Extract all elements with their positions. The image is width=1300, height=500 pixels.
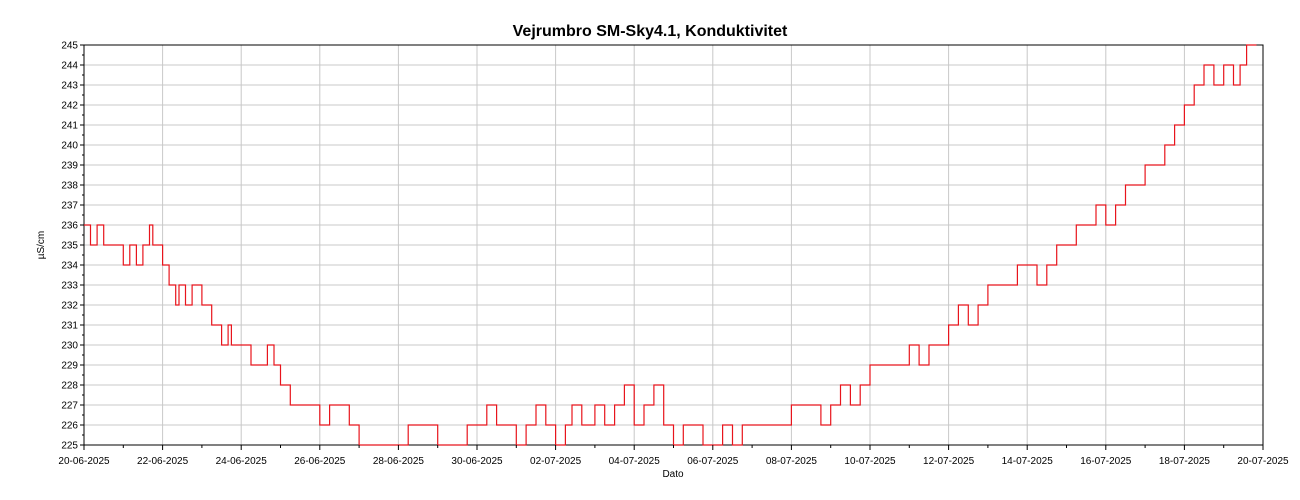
x-tick-label: 04-07-2025 bbox=[609, 456, 661, 467]
x-tick-label: 02-07-2025 bbox=[530, 456, 582, 467]
series-line-0 bbox=[84, 44, 1257, 446]
x-tick-label: 20-07-2025 bbox=[1237, 456, 1289, 467]
y-tick-label: 229 bbox=[61, 361, 78, 372]
y-tick-label: 231 bbox=[61, 321, 78, 332]
x-tick-label: 18-07-2025 bbox=[1159, 456, 1211, 467]
y-tick-label: 244 bbox=[61, 61, 78, 72]
x-tick-label: 10-07-2025 bbox=[844, 456, 896, 467]
series-layer bbox=[84, 44, 1257, 446]
x-tick-label: 28-06-2025 bbox=[373, 456, 425, 467]
y-tick-label: 242 bbox=[61, 101, 78, 112]
y-tick-label: 234 bbox=[61, 261, 78, 272]
y-tick-label: 232 bbox=[61, 301, 78, 312]
x-tick-label: 24-06-2025 bbox=[216, 456, 268, 467]
y-tick-label: 236 bbox=[61, 221, 78, 232]
x-tick-label: 06-07-2025 bbox=[687, 456, 739, 467]
y-axis-label: µS/cm bbox=[36, 231, 47, 260]
y-axis: 225 226 227 228 229 230 231 232 233 234 235 236 237 2… bbox=[61, 41, 84, 452]
y-tick-label: 243 bbox=[61, 81, 78, 92]
y-tick-label: 227 bbox=[61, 401, 78, 412]
x-axis: 20-06-2025 22-06-2025 24-06-2025 26-06-2025… bbox=[58, 445, 1289, 467]
y-tick-label: 245 bbox=[61, 41, 78, 52]
y-tick-label: 230 bbox=[61, 341, 78, 352]
x-axis-label: Dato bbox=[662, 469, 684, 480]
chart-title: Vejrumbro SM-Sky4.1, Konduktivitet bbox=[513, 23, 788, 40]
x-tick-label: 16-07-2025 bbox=[1080, 456, 1132, 467]
y-tick-label: 237 bbox=[61, 201, 78, 212]
y-tick-label: 233 bbox=[61, 281, 78, 292]
y-tick-label: 225 bbox=[61, 441, 78, 452]
x-tick-label: 26-06-2025 bbox=[294, 456, 346, 467]
y-tick-label: 238 bbox=[61, 181, 78, 192]
x-tick-label: 22-06-2025 bbox=[137, 456, 189, 467]
y-tick-label: 240 bbox=[61, 141, 78, 152]
x-tick-label: 20-06-2025 bbox=[58, 456, 110, 467]
x-tick-label: 30-06-2025 bbox=[451, 456, 503, 467]
x-tick-label: 08-07-2025 bbox=[766, 456, 818, 467]
y-tick-label: 241 bbox=[61, 121, 78, 132]
x-tick-label: 12-07-2025 bbox=[923, 456, 975, 467]
y-tick-label: 228 bbox=[61, 381, 78, 392]
y-tick-label: 235 bbox=[61, 241, 78, 252]
x-tick-label: 14-07-2025 bbox=[1002, 456, 1054, 467]
y-tick-label: 239 bbox=[61, 161, 78, 172]
y-tick-label: 226 bbox=[61, 421, 78, 432]
grid bbox=[84, 45, 1263, 445]
